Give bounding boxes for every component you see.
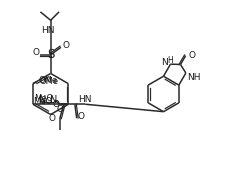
Text: MeO: MeO xyxy=(33,97,52,106)
Text: O: O xyxy=(62,41,69,50)
Text: H: H xyxy=(167,56,173,65)
Text: OMe: OMe xyxy=(38,76,57,85)
Text: HN: HN xyxy=(78,95,91,104)
Text: O: O xyxy=(56,105,63,114)
Text: S: S xyxy=(47,48,54,61)
Text: O: O xyxy=(48,114,55,123)
Text: OMe: OMe xyxy=(39,77,58,86)
Text: N: N xyxy=(49,95,57,104)
Text: N: N xyxy=(161,58,168,67)
Text: HN: HN xyxy=(41,26,54,35)
Text: N: N xyxy=(38,95,46,104)
Text: O: O xyxy=(188,51,195,60)
Text: O: O xyxy=(77,112,84,121)
Text: NH: NH xyxy=(186,73,199,82)
Text: O: O xyxy=(33,48,40,57)
Text: MeO: MeO xyxy=(34,94,53,103)
Text: O: O xyxy=(52,100,59,109)
